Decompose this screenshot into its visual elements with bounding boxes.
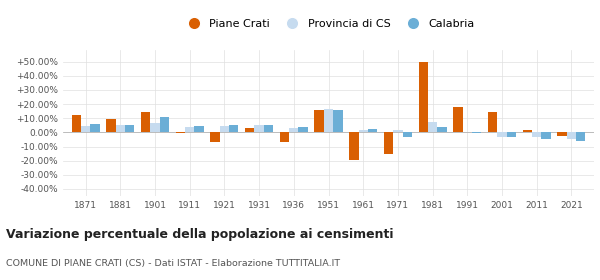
Bar: [264, 125, 273, 132]
Bar: [314, 110, 324, 132]
Bar: [472, 132, 481, 133]
Bar: [403, 132, 412, 137]
Bar: [150, 123, 160, 132]
Bar: [428, 122, 437, 132]
Bar: [71, 115, 81, 132]
Bar: [160, 117, 169, 132]
Bar: [194, 126, 204, 132]
Bar: [254, 125, 264, 132]
Bar: [453, 107, 463, 132]
Bar: [576, 132, 586, 141]
Bar: [349, 132, 359, 160]
Bar: [488, 112, 497, 132]
Bar: [497, 132, 507, 137]
Bar: [419, 62, 428, 132]
Text: Variazione percentuale della popolazione ai censimenti: Variazione percentuale della popolazione…: [6, 228, 394, 241]
Bar: [211, 132, 220, 142]
Bar: [333, 111, 343, 132]
Text: COMUNE DI PIANE CRATI (CS) - Dati ISTAT - Elaborazione TUTTITALIA.IT: COMUNE DI PIANE CRATI (CS) - Dati ISTAT …: [6, 259, 340, 268]
Bar: [298, 127, 308, 132]
Bar: [141, 112, 150, 132]
Bar: [507, 132, 516, 137]
Bar: [368, 129, 377, 132]
Legend: Piane Crati, Provincia di CS, Calabria: Piane Crati, Provincia di CS, Calabria: [179, 15, 478, 32]
Bar: [359, 130, 368, 132]
Bar: [245, 128, 254, 132]
Bar: [280, 132, 289, 142]
Bar: [90, 124, 100, 132]
Bar: [437, 127, 446, 132]
Bar: [289, 128, 298, 132]
Bar: [324, 109, 333, 132]
Bar: [557, 132, 567, 136]
Bar: [220, 126, 229, 132]
Bar: [106, 119, 116, 132]
Bar: [125, 125, 134, 132]
Bar: [185, 127, 194, 132]
Bar: [532, 132, 541, 137]
Bar: [523, 130, 532, 132]
Bar: [393, 130, 403, 132]
Bar: [541, 132, 551, 139]
Bar: [116, 125, 125, 132]
Bar: [567, 132, 576, 139]
Bar: [81, 126, 90, 132]
Bar: [229, 125, 238, 132]
Bar: [176, 132, 185, 133]
Bar: [384, 132, 393, 154]
